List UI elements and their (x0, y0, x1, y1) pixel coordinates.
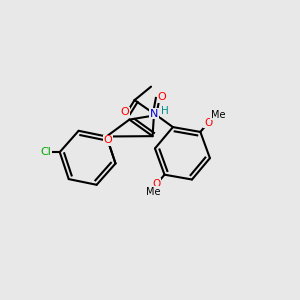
Text: O: O (204, 118, 212, 128)
Text: O: O (120, 107, 129, 117)
Text: H: H (161, 106, 168, 116)
Text: O: O (158, 92, 166, 102)
Text: Me: Me (211, 110, 225, 120)
Text: O: O (153, 179, 161, 189)
Text: N: N (150, 109, 158, 119)
Text: Cl: Cl (41, 147, 52, 157)
Text: O: O (103, 135, 112, 145)
Text: Me: Me (146, 187, 160, 197)
